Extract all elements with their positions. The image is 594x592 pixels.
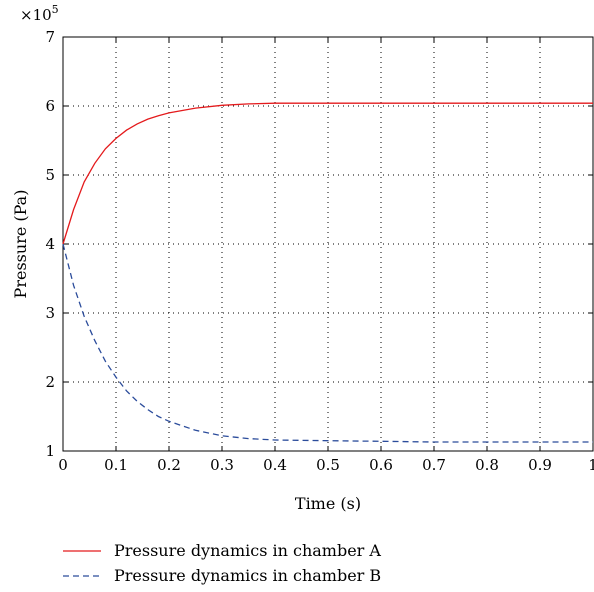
- x-tick-label: 0.2: [157, 456, 181, 474]
- x-tick-label: 0.8: [475, 456, 499, 474]
- y-tick-label: 1: [45, 442, 55, 460]
- x-tick-label: 0.5: [316, 456, 340, 474]
- y-tick-label: 3: [45, 304, 55, 322]
- legend-label-chamber-b: Pressure dynamics in chamber B: [114, 566, 381, 585]
- x-tick-label: 0.3: [210, 456, 234, 474]
- y-tick-label: 6: [45, 97, 55, 115]
- y-tick-label: 4: [45, 235, 55, 253]
- y-tick-label: 2: [45, 373, 55, 391]
- x-tick-label: 0.7: [422, 456, 446, 474]
- x-axis-label: Time (s): [295, 494, 361, 513]
- y-axis-multiplier-exponent: 5: [52, 3, 59, 16]
- x-tick-label: 1: [588, 456, 594, 474]
- y-tick-label: 5: [45, 166, 55, 184]
- legend: Pressure dynamics in chamber A Pressure …: [63, 541, 381, 585]
- x-tick-label: 0.4: [263, 456, 287, 474]
- x-tick-label: 0.6: [369, 456, 393, 474]
- series-lines: [62, 102, 593, 443]
- y-axis-multiplier: ×105: [20, 3, 59, 24]
- y-axis-label: Pressure (Pa): [11, 190, 30, 299]
- x-tick-label: 0: [58, 456, 68, 474]
- x-tick-label: 0.1: [104, 456, 128, 474]
- x-tick-label: 0.9: [528, 456, 552, 474]
- series-line-chamber-a: [62, 102, 593, 245]
- legend-label-chamber-a: Pressure dynamics in chamber A: [114, 541, 381, 560]
- axis-ticks: 0 0.1 0.2 0.3 0.4 0.5 0.6 0.7 0.8 0.9 1 1 2 3 4 5 6 7: [45, 28, 594, 474]
- y-axis-multiplier-base: ×10: [20, 6, 52, 24]
- y-tick-label: 7: [45, 28, 55, 46]
- series-line-chamber-b: [62, 243, 593, 443]
- grid: [63, 37, 593, 451]
